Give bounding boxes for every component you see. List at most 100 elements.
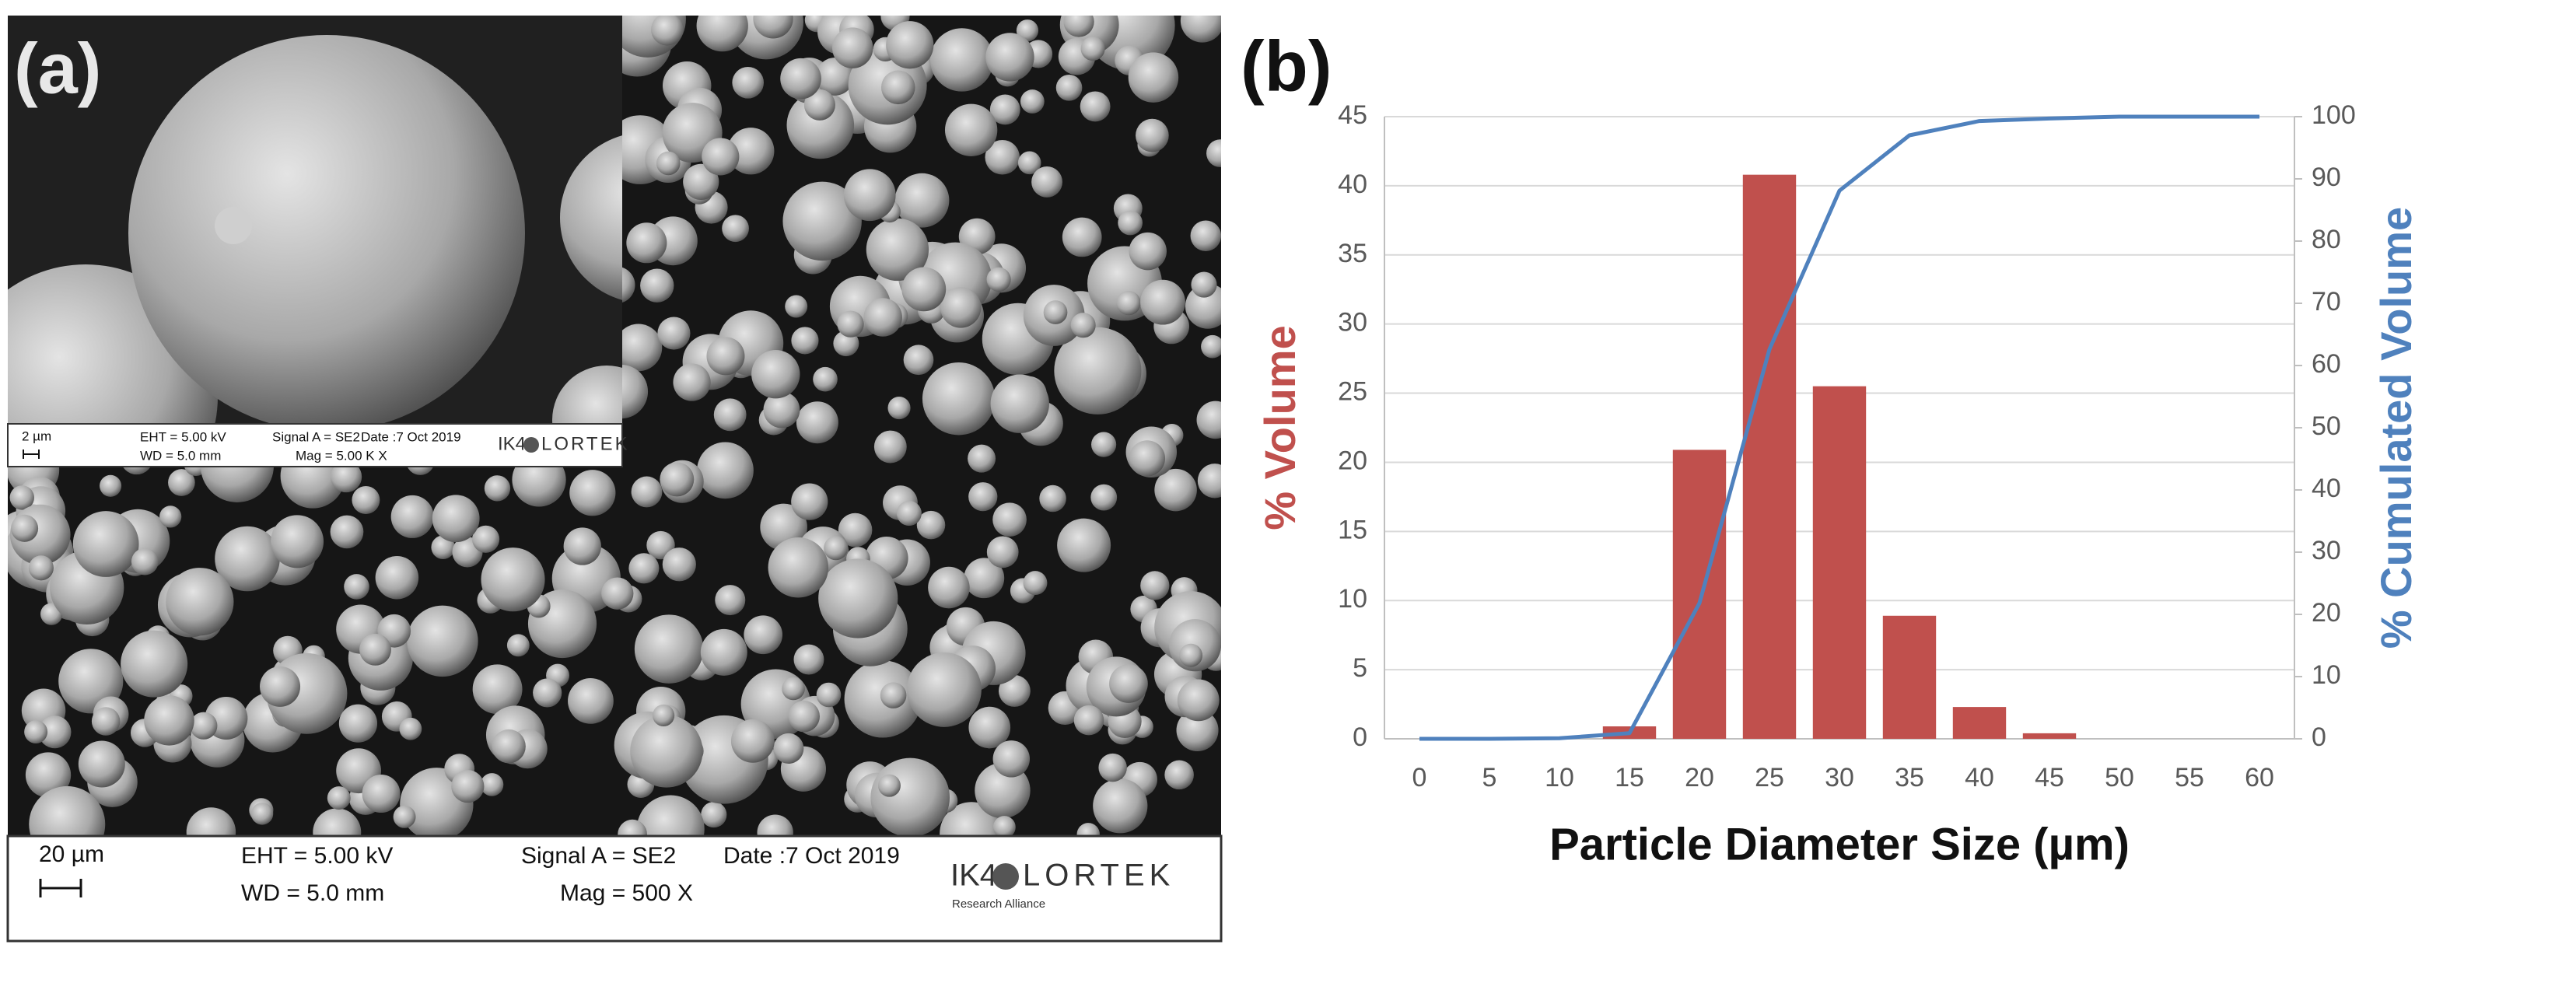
particle — [1016, 19, 1039, 42]
particle — [1091, 432, 1117, 457]
wd: WD = 5.0 mm — [140, 448, 221, 463]
particle — [640, 268, 674, 303]
particle — [1177, 679, 1220, 722]
inset-particles — [8, 35, 622, 424]
y-tick-label: 0 — [1353, 722, 1367, 752]
particle — [816, 682, 842, 708]
particle — [653, 704, 675, 727]
particle — [713, 398, 747, 432]
particle — [780, 58, 821, 100]
particle — [634, 614, 704, 684]
x-axis-label: Particle Diameter Size (µm) — [1549, 819, 2130, 869]
particle — [1128, 52, 1179, 103]
particle — [968, 706, 1011, 749]
particle — [940, 287, 982, 328]
particle — [1109, 664, 1148, 703]
y-tick-label: 15 — [1338, 515, 1367, 544]
particle — [903, 345, 934, 376]
eht: EHT = 5.00 kV — [140, 429, 226, 444]
y-tick-label: 10 — [1338, 584, 1367, 614]
particle — [1179, 643, 1203, 667]
signal: Signal A = SE2 — [521, 843, 676, 869]
particle — [399, 717, 422, 740]
particle — [1063, 16, 1094, 37]
scale-bar — [39, 879, 82, 897]
particle — [533, 678, 562, 708]
particle — [407, 605, 478, 677]
bar — [1952, 707, 2007, 739]
particle — [166, 568, 234, 636]
particle — [662, 547, 696, 582]
particle — [990, 374, 1049, 433]
particle — [863, 298, 902, 337]
particle — [1055, 75, 1083, 101]
particle — [375, 555, 419, 600]
x-tick-label: 10 — [1545, 763, 1574, 792]
particle — [706, 337, 745, 376]
particle — [1057, 518, 1111, 572]
particle — [673, 363, 711, 401]
particle — [768, 537, 829, 598]
particle — [601, 577, 634, 610]
particle — [260, 666, 301, 707]
particle — [25, 752, 72, 798]
particle — [250, 803, 274, 825]
y-axis-label: % Volume — [1255, 325, 1304, 530]
particle — [1090, 484, 1118, 511]
particle — [636, 795, 705, 836]
particle — [631, 476, 663, 508]
bar — [1742, 174, 1797, 739]
particle — [866, 218, 929, 282]
particle — [11, 514, 39, 542]
y2-tick-label: 20 — [2312, 598, 2341, 628]
particle — [877, 774, 901, 797]
particle — [492, 729, 526, 764]
particle — [929, 28, 994, 92]
particle — [626, 222, 667, 264]
particle — [481, 547, 545, 612]
particle — [757, 814, 793, 836]
particle — [1098, 753, 1127, 782]
particle — [359, 633, 392, 666]
particle — [9, 485, 35, 510]
particle — [989, 94, 1020, 125]
scale-text: 2 µm — [22, 429, 51, 443]
particle — [144, 695, 194, 746]
particle — [1039, 485, 1066, 512]
particle — [880, 70, 915, 105]
particle — [313, 808, 362, 836]
particle — [880, 682, 907, 708]
particle — [91, 707, 121, 736]
particle — [763, 391, 800, 429]
particle — [344, 574, 369, 600]
chart: 0510152025303540450102030405060708090100… — [1255, 100, 2420, 869]
particle — [630, 715, 703, 788]
scale-text: 20 µm — [39, 841, 104, 867]
particle — [683, 163, 719, 200]
particle — [793, 644, 824, 675]
particle — [1154, 468, 1197, 512]
x-tick-label: 55 — [2175, 763, 2204, 792]
logo-sub: Research Alliance — [952, 897, 1045, 911]
particle — [964, 558, 1005, 599]
particle — [128, 35, 525, 424]
x-tick-label: 45 — [2035, 763, 2064, 792]
particle — [813, 366, 838, 392]
x-tick-label: 30 — [1825, 763, 1854, 792]
particle — [1070, 313, 1096, 338]
particle — [1031, 166, 1063, 198]
particle — [1176, 708, 1219, 752]
particle — [1190, 220, 1221, 251]
particle — [331, 460, 362, 493]
particle — [870, 757, 950, 836]
particle — [352, 486, 380, 514]
y2-tick-label: 0 — [2312, 722, 2326, 752]
particle — [791, 327, 819, 355]
particle — [568, 678, 614, 724]
particle — [803, 89, 835, 121]
particle — [782, 181, 862, 261]
particle — [1196, 401, 1221, 439]
particle — [944, 103, 998, 156]
particle — [569, 470, 616, 516]
y-tick-label: 25 — [1338, 377, 1367, 407]
